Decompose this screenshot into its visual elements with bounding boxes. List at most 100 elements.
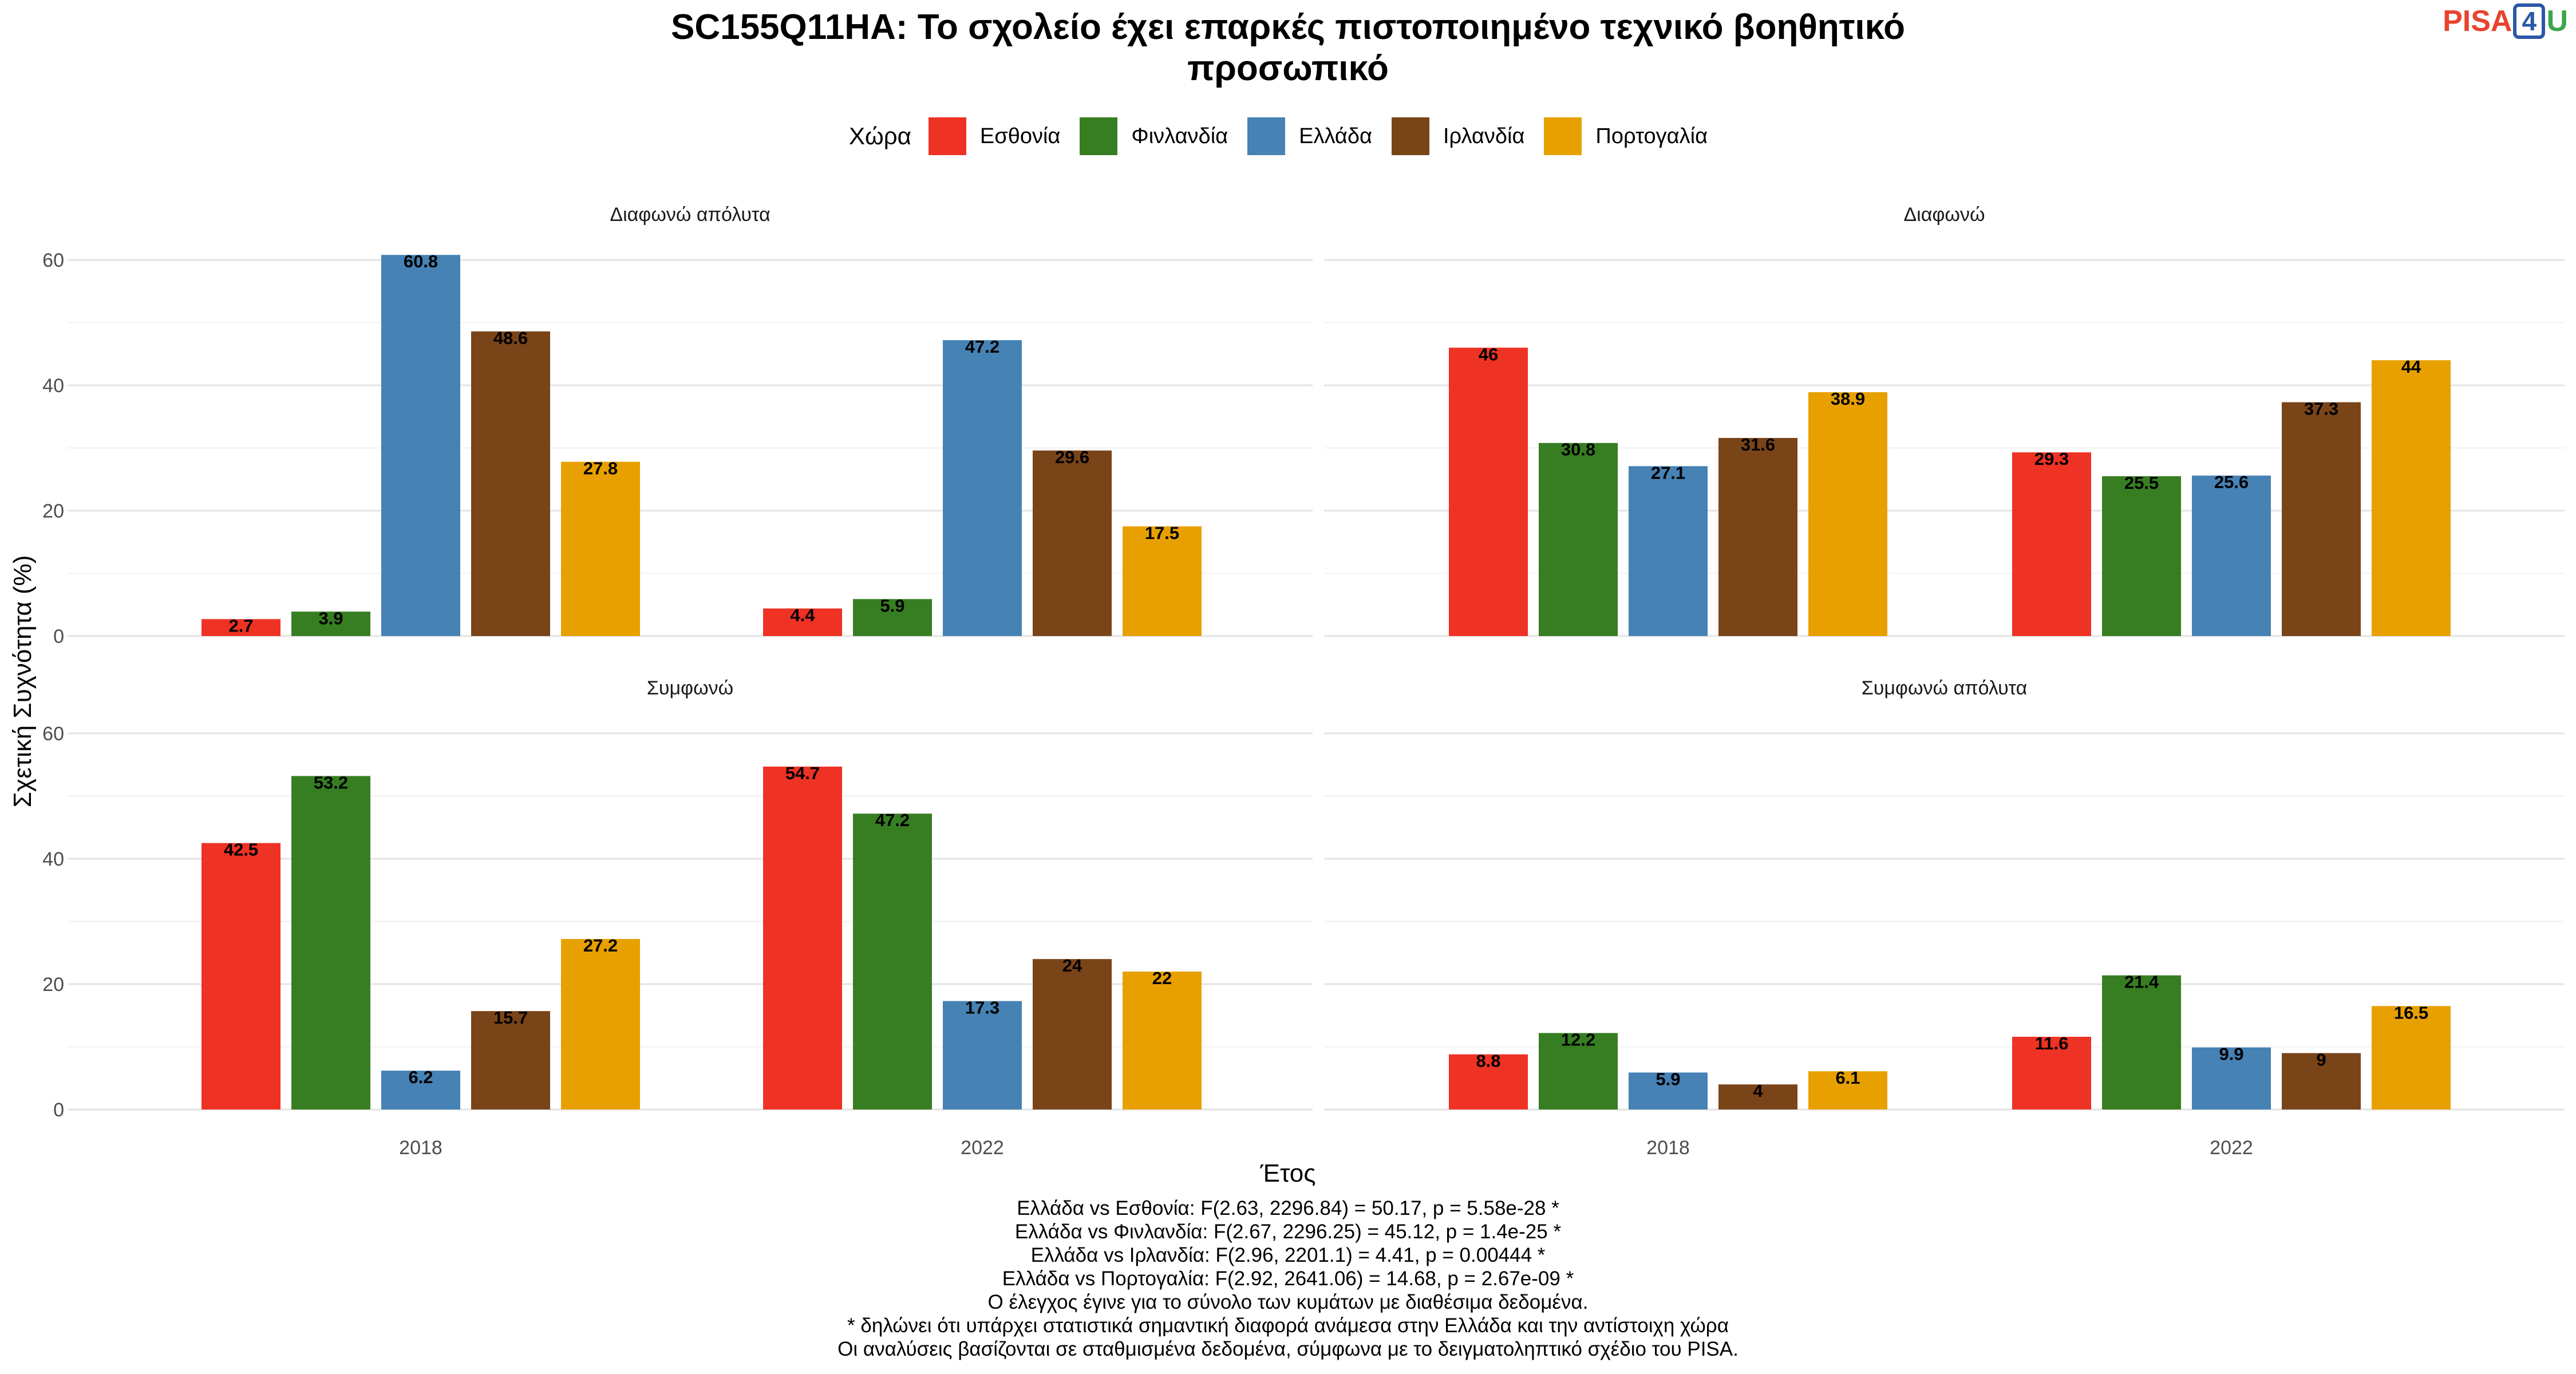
bar-value-label: 42.5 xyxy=(224,840,258,860)
panel-title: Διαφωνώ xyxy=(1903,204,1985,226)
legend-item-ireland: Ιρλανδία xyxy=(1392,117,1524,155)
bar-estonia xyxy=(1449,348,1528,636)
bar-value-label: 5.9 xyxy=(880,595,904,615)
bar-value-label: 47.2 xyxy=(875,810,910,830)
legend-swatch-finland xyxy=(1080,117,1118,155)
legend-item-portugal: Πορτογαλία xyxy=(1544,117,1708,155)
x-tick-label: 2022 xyxy=(2210,1137,2253,1159)
bar-estonia xyxy=(2012,452,2091,636)
bar-ireland xyxy=(1033,450,1112,636)
logo-pisa-text: PISA xyxy=(2443,5,2512,38)
chart-title-line1: SC155Q11HA: Το σχολείο έχει επαρκές πιστ… xyxy=(670,7,1906,47)
footnote-line: Ο έλεγχος έγινε για το σύνολο των κυμάτω… xyxy=(987,1291,1589,1313)
bar-value-label: 44 xyxy=(2401,357,2421,377)
bar-greece xyxy=(1629,1072,1708,1110)
bar-ireland xyxy=(471,1011,550,1110)
chart-title-line2: προσωπικό xyxy=(1187,49,1389,88)
footnote-line: Ελλάδα vs Ιρλανδία: F(2.96, 2201.1) = 4.… xyxy=(1030,1244,1546,1266)
legend-label-portugal: Πορτογαλία xyxy=(1595,124,1708,148)
panel-title: Διαφωνώ απόλυτα xyxy=(610,204,770,226)
legend-item-greece: Ελλάδα xyxy=(1247,117,1372,155)
legend-item-finland: Φινλανδία xyxy=(1080,117,1228,155)
legend-item-estonia: Εσθονία xyxy=(928,117,1060,155)
bar-value-label: 60.8 xyxy=(404,251,438,271)
pisa4u-logo: PISA 4 U xyxy=(2443,3,2568,39)
y-tick-label: 0 xyxy=(53,1099,64,1121)
bar-value-label: 9.9 xyxy=(2219,1044,2243,1064)
legend-swatch-portugal xyxy=(1544,117,1582,155)
bar-estonia xyxy=(1449,1054,1528,1110)
bar-greece xyxy=(381,1071,460,1110)
bar-portugal xyxy=(2372,1006,2451,1110)
bar-greece xyxy=(943,340,1022,636)
bar-value-label: 47.2 xyxy=(965,337,999,357)
y-tick-label: 40 xyxy=(42,375,64,397)
chart-title: SC155Q11HA: Το σχολείο έχει επαρκές πιστ… xyxy=(0,7,2576,89)
bar-value-label: 30.8 xyxy=(1561,440,1595,460)
bar-value-label: 29.6 xyxy=(1055,447,1089,467)
legend-swatch-greece xyxy=(1247,117,1286,155)
chart-legend: Χώρα Εσθονία Φινλανδία Ελλάδα Ιρλανδία Π… xyxy=(0,117,2576,155)
footnote-line: * δηλώνει ότι υπάρχει στατιστικά σημαντι… xyxy=(847,1314,1729,1337)
bar-finland xyxy=(1539,1033,1618,1110)
footnote-line: Ελλάδα vs Πορτογαλία: F(2.92, 2641.06) =… xyxy=(1002,1268,1574,1290)
bar-finland xyxy=(2102,975,2181,1110)
bar-estonia xyxy=(202,843,280,1110)
bar-greece xyxy=(1629,466,1708,636)
bar-portugal xyxy=(2372,360,2451,636)
bar-value-label: 17.3 xyxy=(965,998,999,1018)
bar-portugal xyxy=(1123,972,1202,1110)
bar-portugal xyxy=(1808,392,1887,636)
bar-estonia xyxy=(763,608,842,636)
legend-swatch-estonia xyxy=(928,117,966,155)
y-tick-label: 60 xyxy=(42,723,64,745)
bar-value-label: 37.3 xyxy=(2304,399,2338,419)
footnote-line: Ελλάδα vs Εσθονία: F(2.63, 2296.84) = 50… xyxy=(1017,1197,1559,1219)
panel-title: Συμφωνώ απόλυτα xyxy=(1862,677,2028,699)
bar-portugal xyxy=(1808,1071,1887,1110)
bar-value-label: 15.7 xyxy=(493,1008,528,1028)
bar-value-label: 21.4 xyxy=(2124,972,2159,992)
bar-value-label: 48.6 xyxy=(493,328,528,348)
bar-value-label: 5.9 xyxy=(1656,1069,1680,1089)
bar-value-label: 6.2 xyxy=(408,1067,433,1087)
bar-value-label: 53.2 xyxy=(314,772,348,792)
x-tick-label: 2018 xyxy=(399,1137,442,1159)
bar-ireland xyxy=(2282,1053,2361,1110)
bar-value-label: 4 xyxy=(1753,1081,1763,1101)
bar-greece xyxy=(2192,475,2271,636)
footnotes: Ελλάδα vs Εσθονία: F(2.63, 2296.84) = 50… xyxy=(0,1197,2576,1361)
y-tick-label: 20 xyxy=(42,974,64,996)
bar-ireland xyxy=(2282,402,2361,636)
y-tick-label: 0 xyxy=(53,626,64,647)
panel-title: Συμφωνώ xyxy=(647,677,733,699)
bar-value-label: 24 xyxy=(1062,956,1082,976)
bar-value-label: 3.9 xyxy=(318,608,343,628)
bar-value-label: 4.4 xyxy=(790,605,815,625)
bar-portugal xyxy=(561,461,640,636)
bar-value-label: 27.8 xyxy=(583,459,618,479)
bar-value-label: 54.7 xyxy=(785,763,820,783)
bar-value-label: 9 xyxy=(2316,1049,2326,1069)
bar-value-label: 46 xyxy=(1479,344,1498,364)
bar-value-label: 8.8 xyxy=(1476,1051,1500,1071)
legend-swatch-ireland xyxy=(1392,117,1429,155)
bar-finland xyxy=(1539,443,1618,636)
bar-finland xyxy=(291,776,370,1110)
logo-u-text: U xyxy=(2546,5,2568,38)
legend-label-greece: Ελλάδα xyxy=(1299,124,1372,148)
x-tick-label: 2022 xyxy=(961,1137,1004,1159)
y-tick-label: 40 xyxy=(42,848,64,870)
legend-label-ireland: Ιρλανδία xyxy=(1443,124,1525,148)
bar-ireland xyxy=(1033,959,1112,1110)
bar-ireland xyxy=(1718,437,1797,636)
bar-value-label: 29.3 xyxy=(2034,449,2069,469)
bar-value-label: 25.6 xyxy=(2214,472,2249,492)
bar-value-label: 31.6 xyxy=(1741,435,1775,455)
bar-value-label: 6.1 xyxy=(1835,1068,1860,1088)
bar-finland xyxy=(2102,476,2181,636)
bar-estonia xyxy=(2012,1036,2091,1110)
footnote-line: Οι αναλύσεις βασίζονται σε σταθμισμένα δ… xyxy=(837,1338,1739,1360)
bar-value-label: 38.9 xyxy=(1831,389,1865,409)
